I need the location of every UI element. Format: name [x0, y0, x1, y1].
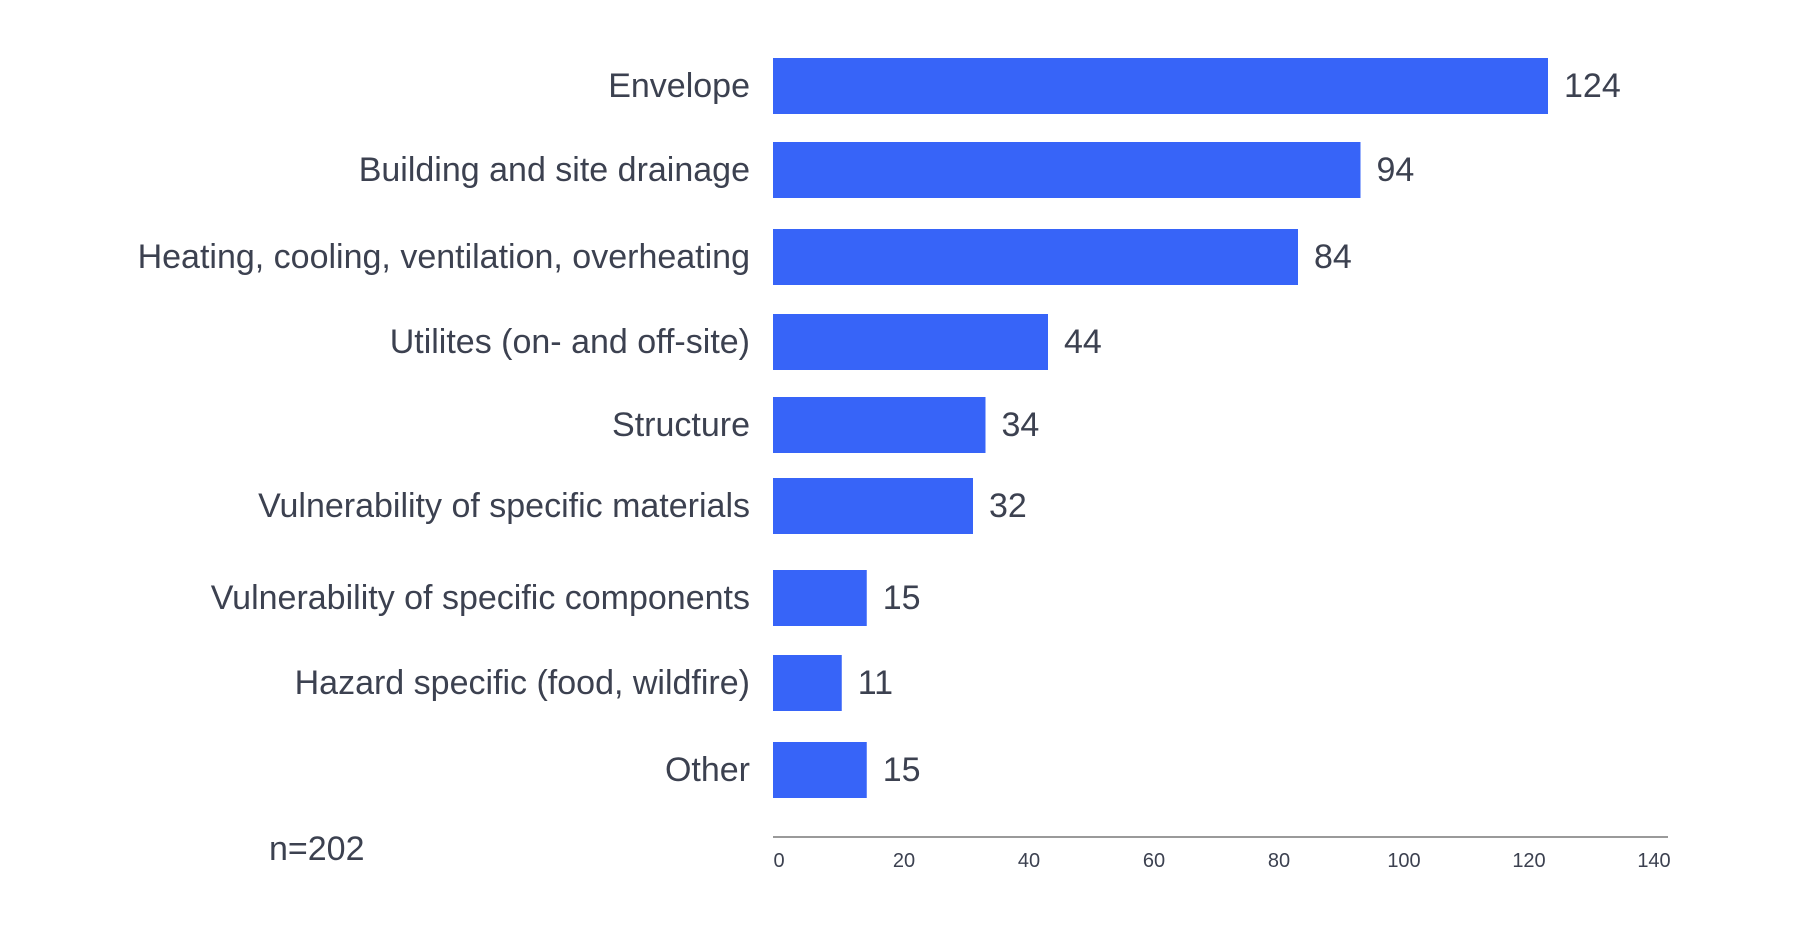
value-label: 44: [1064, 323, 1102, 361]
bar: [773, 314, 1048, 370]
value-label: 32: [989, 487, 1027, 525]
x-axis-ticks: 0 20 40 60 80 100 120 140: [773, 850, 1670, 872]
x-tick-label: 0: [773, 850, 784, 872]
category-label: Hazard specific (food, wildfire): [295, 664, 750, 702]
x-tick-label: 60: [1143, 850, 1165, 872]
category-label: Building and site drainage: [359, 151, 750, 189]
category-label: Heating, cooling, ventilation, overheati…: [138, 238, 750, 276]
x-tick-label: 80: [1268, 850, 1290, 872]
x-tick-label: 120: [1512, 850, 1545, 872]
value-label: 15: [883, 751, 921, 789]
bar: [773, 142, 1361, 198]
bar: [773, 742, 867, 798]
category-labels: Envelope Building and site drainage Heatin…: [138, 67, 750, 789]
category-label: Vulnerability of specific components: [211, 579, 750, 617]
bar: [773, 655, 842, 711]
bar: [773, 478, 973, 534]
category-label: Envelope: [608, 67, 750, 105]
bar: [773, 397, 986, 453]
category-label: Utilites (on- and off-site): [390, 323, 750, 361]
x-tick-label: 140: [1637, 850, 1670, 872]
x-tick-label: 20: [893, 850, 915, 872]
x-tick-label: 40: [1018, 850, 1040, 872]
value-label: 84: [1314, 238, 1352, 276]
x-tick-label: 100: [1387, 850, 1420, 872]
value-label: 124: [1564, 67, 1621, 105]
value-labels: 124 94 84 44 34 32 15 11 15: [858, 67, 1621, 789]
value-label: 11: [858, 664, 893, 702]
value-label: 34: [1002, 406, 1040, 444]
bar: [773, 229, 1298, 285]
bars-layer: [773, 58, 1548, 798]
value-label: 94: [1377, 151, 1415, 189]
category-label: Vulnerability of specific materials: [258, 487, 750, 525]
sample-size-note: n=202: [269, 830, 365, 868]
value-label: 15: [883, 579, 921, 617]
bar: [773, 58, 1548, 114]
category-label: Structure: [612, 406, 750, 444]
category-label: Other: [665, 751, 750, 789]
bar: [773, 570, 867, 626]
